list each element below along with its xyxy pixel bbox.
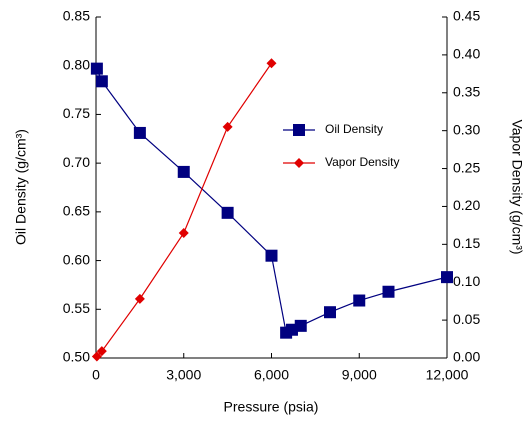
data-point	[441, 271, 453, 284]
legend-label: Vapor Density	[325, 155, 399, 169]
y2-tick-label: 0.40	[453, 46, 480, 62]
legend-marker	[294, 158, 304, 168]
y-tick-label: 0.65	[63, 203, 90, 219]
x-tick-label: 3,000	[166, 367, 201, 383]
data-point	[95, 75, 108, 88]
data-point	[133, 126, 146, 139]
data-point	[178, 227, 189, 238]
data-point	[221, 206, 234, 219]
y-tick-label: 0.85	[63, 8, 90, 24]
data-point	[96, 346, 107, 357]
x-tick-label: 9,000	[342, 367, 377, 383]
y2-tick-label: 0.00	[453, 349, 480, 365]
data-point	[266, 58, 277, 69]
x-tick-label: 6,000	[254, 367, 289, 383]
y-tick-label: 0.60	[63, 251, 90, 267]
data-point	[382, 285, 395, 298]
series-line	[96, 62, 272, 357]
y2-axis-title: Vapor Density (g/cm³)	[509, 119, 525, 254]
data-point	[353, 294, 366, 307]
data-point	[91, 351, 102, 362]
y-tick-label: 0.80	[63, 56, 90, 72]
y-tick-label: 0.50	[63, 349, 90, 365]
y2-tick-label: 0.05	[453, 311, 480, 327]
y2-tick-label: 0.10	[453, 273, 480, 289]
data-point	[265, 249, 278, 262]
y-tick-label: 0.75	[63, 105, 90, 121]
data-point	[294, 319, 307, 332]
x-axis-title: Pressure (psia)	[224, 399, 319, 415]
x-tick-label: 12,000	[426, 367, 469, 383]
y2-tick-label: 0.30	[453, 121, 480, 137]
y-tick-label: 0.55	[63, 300, 90, 316]
y2-tick-label: 0.45	[453, 8, 480, 24]
y-axis-title: Oil Density (g/cm³)	[13, 129, 29, 245]
y2-tick-label: 0.15	[453, 235, 480, 251]
legend-label: Oil Density	[325, 122, 383, 136]
data-point	[90, 62, 103, 75]
data-point	[324, 306, 336, 319]
y2-tick-label: 0.20	[453, 197, 480, 213]
y-tick-label: 0.70	[63, 154, 90, 170]
data-point	[134, 293, 145, 304]
legend-marker	[293, 124, 305, 136]
y2-tick-label: 0.25	[453, 159, 480, 175]
y2-tick-label: 0.35	[453, 83, 480, 99]
data-point	[222, 121, 233, 132]
data-point	[177, 165, 190, 178]
x-tick-label: 0	[92, 367, 100, 383]
